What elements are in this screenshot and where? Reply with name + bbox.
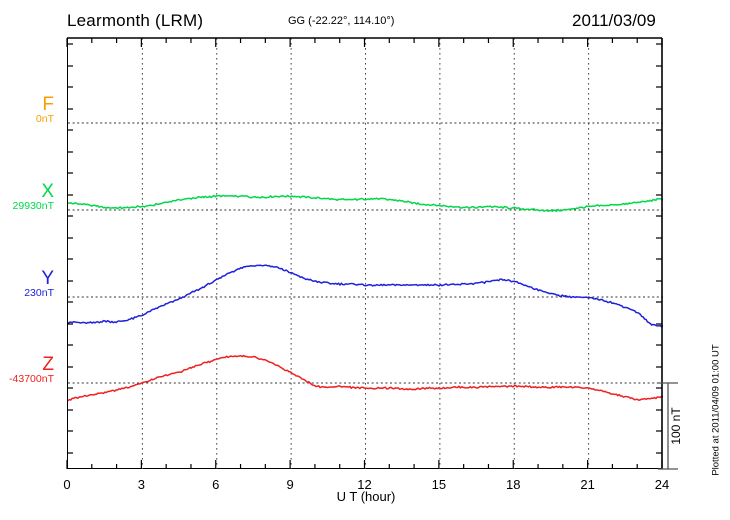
component-baseline-f: 0nT (35, 113, 54, 125)
x-tick-label: 24 (655, 477, 669, 492)
component-baseline-y: 230nT (24, 287, 54, 299)
component-letter-x: X (41, 181, 54, 202)
x-tick-label: 9 (287, 477, 294, 492)
geographic-coordinates: GG (-22.22°, 114.10°) (288, 15, 395, 27)
x-tick-label: 3 (138, 477, 145, 492)
component-baseline-x: 29930nT (12, 200, 54, 212)
magnetogram-svg (68, 38, 663, 469)
plotted-timestamp: Plotted at 2011/04/09 01:00 UT (710, 344, 722, 476)
component-letter-f: F (42, 94, 54, 115)
x-tick-label: 21 (580, 477, 594, 492)
component-baseline-z: -43700nT (9, 373, 54, 385)
x-tick-label: 0 (63, 477, 70, 492)
x-tick-label: 15 (432, 477, 446, 492)
component-letter-z: Z (42, 354, 54, 375)
x-tick-label: 6 (212, 477, 219, 492)
scale-bar-label: 100 nT (669, 407, 683, 445)
x-axis-title: U T (hour) (336, 489, 396, 504)
plot-area (67, 38, 663, 469)
component-letter-y: Y (41, 268, 54, 289)
observation-date: 2011/03/09 (572, 11, 656, 30)
x-tick-label: 18 (506, 477, 520, 492)
station-title: Learmonth (LRM) (67, 11, 204, 30)
